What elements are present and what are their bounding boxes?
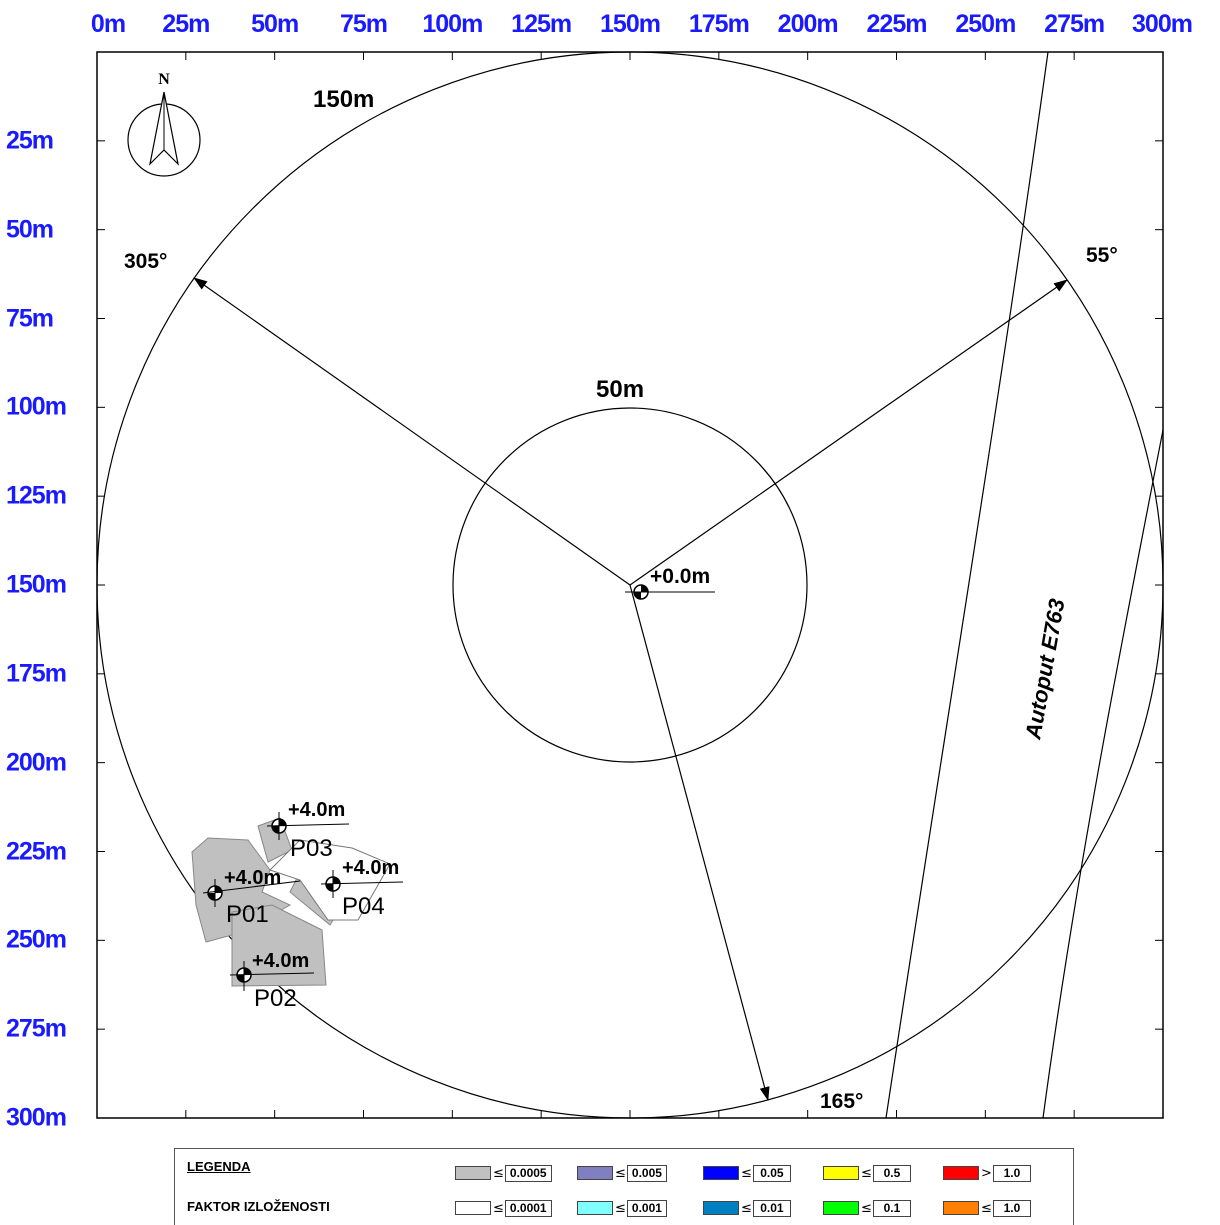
outer-radius-label: 150m xyxy=(313,86,374,113)
legend-operator: ≤ xyxy=(615,1201,626,1216)
direction-arrow-165 xyxy=(630,585,768,1100)
legend-item: >1.0 xyxy=(943,1165,1031,1181)
legend-value: 1.0 xyxy=(993,1165,1031,1182)
p03-height-label: +4.0m xyxy=(288,799,345,821)
highway-line-east xyxy=(1043,430,1163,1118)
legend-value: 0.5 xyxy=(873,1165,911,1182)
legend-value: 1.0 xyxy=(993,1200,1031,1217)
legend-panel: LEGENDA FAKTOR IZLOŽENOSTI ≤0.0005 ≤0.005… xyxy=(174,1148,1074,1225)
legend-operator: ≤ xyxy=(615,1166,626,1181)
highway-lines xyxy=(886,52,1163,1118)
direction-label-55: 55° xyxy=(1086,244,1118,267)
direction-label-165: 165° xyxy=(820,1090,863,1113)
inner-radius-label: 50m xyxy=(596,376,644,403)
legend-value: 0.005 xyxy=(627,1165,667,1182)
p04-id-label: P04 xyxy=(342,893,385,920)
road-label: Autoput E763 xyxy=(1020,597,1069,742)
legend-item: ≤0.01 xyxy=(703,1200,791,1216)
legend-value: 0.001 xyxy=(627,1200,667,1217)
legend-item: ≤0.001 xyxy=(577,1200,667,1216)
legend-value: 0.1 xyxy=(873,1200,911,1217)
legend-operator: > xyxy=(981,1166,992,1181)
legend-swatch xyxy=(703,1201,739,1215)
legend-swatch xyxy=(455,1201,491,1215)
legend-swatch xyxy=(823,1166,859,1180)
legend-subtitle: FAKTOR IZLOŽENOSTI xyxy=(187,1199,330,1214)
legend-item: ≤0.1 xyxy=(823,1200,911,1216)
north-label: N xyxy=(158,71,170,88)
map-canvas: N 150m 50m +0.0m 305° 55° 165° Autoput E… xyxy=(0,0,1220,1148)
center-height-label: +0.0m xyxy=(650,565,710,588)
legend-item: ≤0.0005 xyxy=(455,1165,552,1181)
legend-swatch xyxy=(943,1166,979,1180)
legend-title: LEGENDA xyxy=(187,1159,251,1174)
legend-swatch xyxy=(577,1166,613,1180)
legend-operator: ≤ xyxy=(493,1201,504,1216)
p01-id-label: P01 xyxy=(226,901,269,928)
legend-swatch xyxy=(577,1201,613,1215)
p02-height-label: +4.0m xyxy=(252,950,309,972)
legend-item: ≤0.005 xyxy=(577,1165,667,1181)
direction-label-305: 305° xyxy=(124,250,167,273)
legend-swatch xyxy=(703,1166,739,1180)
legend-operator: ≤ xyxy=(981,1201,992,1216)
legend-swatch xyxy=(823,1201,859,1215)
direction-arrow-305 xyxy=(194,278,630,585)
p03-id-label: P03 xyxy=(290,835,333,862)
legend-value: 0.05 xyxy=(753,1165,791,1182)
legend-operator: ≤ xyxy=(741,1201,752,1216)
legend-value: 0.01 xyxy=(753,1200,791,1217)
legend-operator: ≤ xyxy=(741,1166,752,1181)
legend-value: 0.0001 xyxy=(505,1200,552,1217)
legend-item: ≤1.0 xyxy=(943,1200,1031,1216)
highway-line-west xyxy=(886,52,1048,1118)
north-arrow-icon: N xyxy=(128,71,200,176)
legend-item: ≤0.0001 xyxy=(455,1200,552,1216)
legend-operator: ≤ xyxy=(861,1201,872,1216)
legend-item: ≤0.5 xyxy=(823,1165,911,1181)
legend-item: ≤0.05 xyxy=(703,1165,791,1181)
legend-swatch xyxy=(943,1201,979,1215)
direction-arrow-55 xyxy=(630,280,1067,585)
legend-value: 0.0005 xyxy=(505,1165,552,1182)
legend-operator: ≤ xyxy=(493,1166,504,1181)
p04-height-label: +4.0m xyxy=(342,857,399,879)
p01-height-label: +4.0m xyxy=(224,867,281,889)
legend-swatch xyxy=(455,1166,491,1180)
p02-id-label: P02 xyxy=(254,985,297,1012)
legend-operator: ≤ xyxy=(861,1166,872,1181)
